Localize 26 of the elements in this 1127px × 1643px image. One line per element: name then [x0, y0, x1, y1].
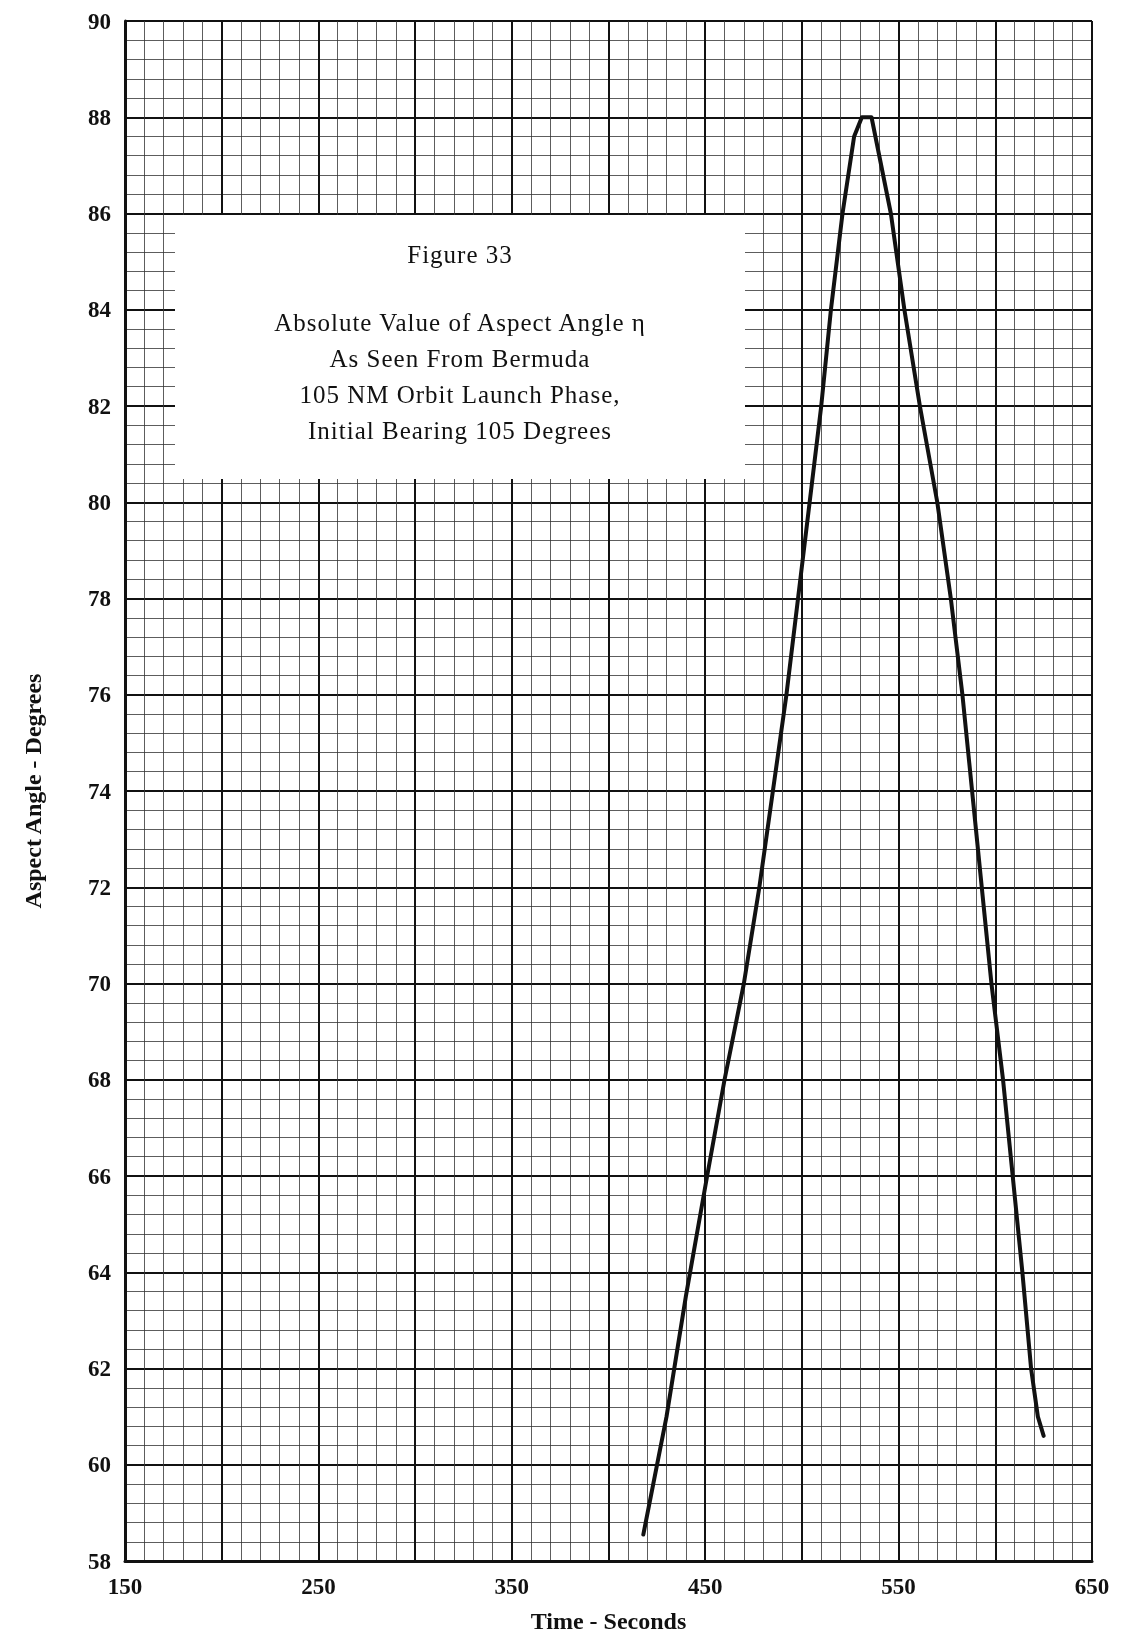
y-tick-label: 64 — [88, 1259, 112, 1285]
x-tick-label: 550 — [881, 1574, 916, 1599]
text-panel: Figure 33 Absolute Value of Aspect Angle η As Seen From Bermuda 105 NM Orbit Launch Phase, Initial Bearing 105 Degrees — [175, 215, 745, 479]
y-tick-label: 82 — [88, 393, 111, 419]
y-tick-label: 60 — [88, 1452, 111, 1478]
y-tick-label: 78 — [88, 586, 111, 611]
x-tick-label: 450 — [687, 1574, 723, 1599]
y-tick-label: 74 — [88, 778, 112, 804]
x-tick-label: 150 — [107, 1574, 143, 1599]
y-tick-label: 90 — [88, 8, 111, 34]
y-tick-label: 66 — [88, 1163, 111, 1189]
y-tick-label: 80 — [88, 489, 111, 515]
x-tick-label: 650 — [1074, 1574, 1110, 1599]
x-axis-title: Time - Seconds — [530, 1608, 687, 1634]
y-tick-label: 72 — [88, 874, 111, 900]
x-tick-label: 350 — [494, 1574, 530, 1599]
y-tick-label: 58 — [88, 1548, 111, 1574]
y-tick-label: 62 — [88, 1356, 111, 1381]
y-tick-label: 70 — [88, 971, 111, 996]
y-tick-label: 68 — [88, 1067, 111, 1093]
y-axis-title: Aspect Angle - Degrees — [20, 673, 46, 909]
x-tick-label: 250 — [301, 1574, 336, 1599]
y-tick-label: 84 — [88, 297, 112, 323]
y-tick-label: 86 — [88, 201, 111, 226]
y-tick-label: 88 — [88, 104, 111, 130]
y-tick-label: 76 — [88, 682, 111, 708]
